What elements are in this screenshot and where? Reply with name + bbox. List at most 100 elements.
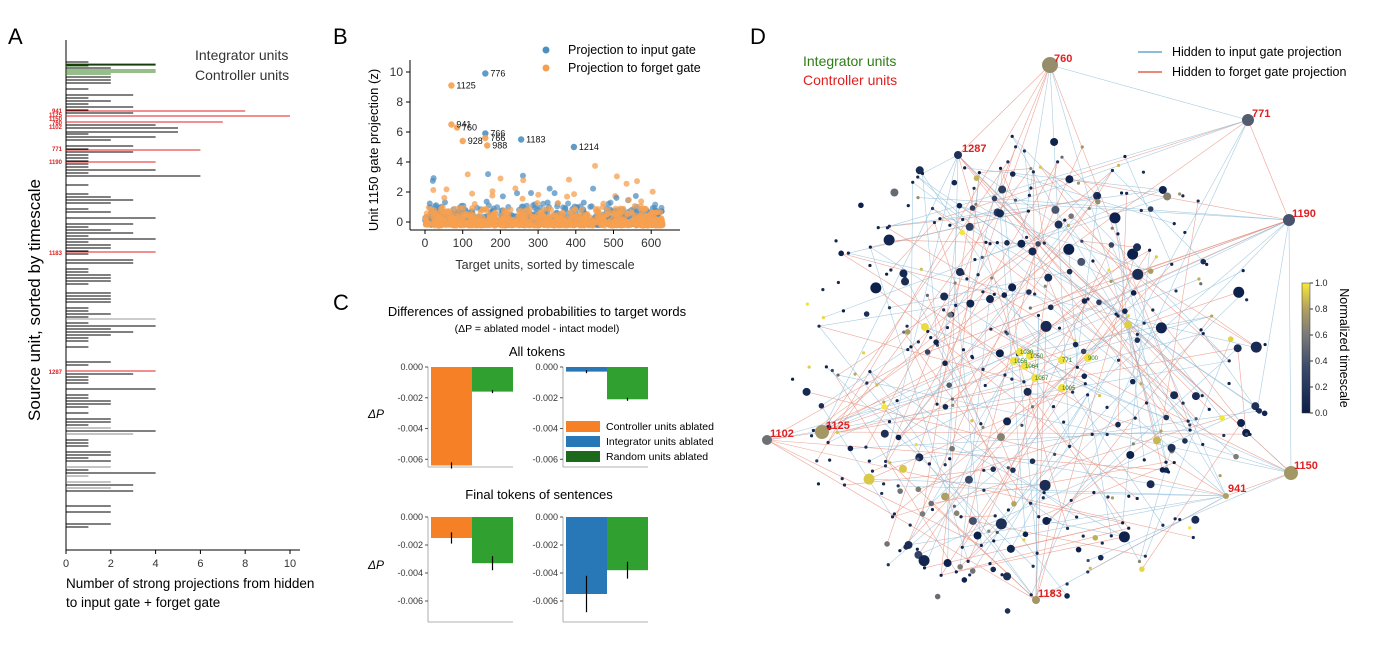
panel-d-node xyxy=(1026,289,1032,295)
panel-d-node xyxy=(1038,165,1042,169)
panel-b-extra-point xyxy=(426,200,433,207)
panel-d-forget-edge xyxy=(821,250,1150,433)
panel-d-forget-edge xyxy=(910,346,938,405)
panel-d-node xyxy=(961,348,966,352)
panel-d-node xyxy=(815,459,819,463)
panel-d-node xyxy=(1134,337,1141,343)
panel-d-integrator-label: 900 xyxy=(1088,356,1099,362)
panel-d-node xyxy=(884,541,890,547)
panel-d-node xyxy=(1126,314,1131,318)
panel-d-integrator-node xyxy=(1016,348,1024,356)
panel-d-input-edge xyxy=(959,205,1256,407)
panel-c-ytick-label: -0.004 xyxy=(532,424,558,434)
panel-d-hull-edge xyxy=(766,431,823,441)
panel-d-node xyxy=(1056,160,1060,164)
panel-d-colorbar-tick-label: 0.8 xyxy=(1315,304,1328,314)
panel-d-input-edge xyxy=(1017,315,1212,355)
panel-d-input-edge xyxy=(1021,64,1051,244)
panel-d-node xyxy=(821,287,825,292)
panel-d-node xyxy=(1063,218,1067,222)
panel-a-xlabel-2: to input gate + forget gate xyxy=(66,595,220,610)
panel-d-node xyxy=(954,303,958,307)
panel-d-colorbar-label: Normalized timescale xyxy=(1337,288,1351,408)
panel-d-forget-edge xyxy=(1081,240,1257,348)
panel-b-forget-point xyxy=(503,208,510,215)
panel-d-input-edge xyxy=(1068,249,1078,368)
panel-d-forget-edge xyxy=(961,256,1157,548)
panel-d-node xyxy=(990,276,994,280)
panel-d-forget-edge xyxy=(1040,166,1242,424)
panel-d-node xyxy=(887,306,892,310)
panel-d-node xyxy=(1173,517,1177,521)
panel-d-hull-edge xyxy=(821,154,959,433)
panel-d-node xyxy=(957,564,963,570)
panel-d-node xyxy=(1040,320,1052,332)
panel-c-ytick-label: -0.006 xyxy=(532,596,558,606)
panel-b-extra-point xyxy=(632,193,639,200)
panel-d-node xyxy=(1109,212,1121,224)
panel-d-controller-node xyxy=(815,425,829,439)
panel-d-input-edge xyxy=(908,495,1227,546)
panel-d-node xyxy=(1029,186,1033,190)
panel-d-node xyxy=(911,180,915,184)
panel-d-node xyxy=(1155,322,1167,334)
panel-d-forget-edge xyxy=(927,295,982,424)
panel-a-xticks: 0 2 4 6 8 10 xyxy=(63,550,296,570)
panel-d-input-edge xyxy=(885,154,959,462)
panel-b-labeled-point xyxy=(482,130,489,137)
panel-d-forget-edge xyxy=(841,253,995,295)
panel-d-node xyxy=(1086,570,1090,574)
panel-d-node xyxy=(1191,535,1195,540)
panel-d-node xyxy=(969,205,976,211)
panel-d-forget-edge xyxy=(766,291,1030,441)
panel-d-forget-edge xyxy=(918,269,1110,556)
panel-d-node xyxy=(1194,417,1198,421)
panel-b-extra-point xyxy=(489,188,496,195)
panel-d-node xyxy=(969,568,976,574)
panel-b-forget-point xyxy=(596,210,603,217)
panel-d-input-edge xyxy=(1088,472,1292,561)
panel-d-controller-label: 1183 xyxy=(1038,588,1062,600)
panel-d-node xyxy=(838,250,844,257)
panel-d-edges xyxy=(766,64,1292,601)
panel-d-node xyxy=(1207,407,1211,411)
panel-d-input-edge xyxy=(869,478,1046,486)
panel-d-node xyxy=(1186,419,1190,423)
panel-d-node xyxy=(1245,432,1249,436)
panel-d-input-edge xyxy=(919,170,1164,526)
panel-d-forget-edge xyxy=(837,391,1073,433)
panel-d-input-edge xyxy=(827,219,1290,428)
panel-d-label: D xyxy=(750,24,766,49)
panel-d-node xyxy=(1001,292,1008,298)
panel-d-node xyxy=(858,202,864,209)
panel-d-node xyxy=(1167,443,1176,452)
panel-b-ytick-label: 8 xyxy=(396,95,403,109)
panel-d-node xyxy=(828,458,832,462)
panel-d-node xyxy=(1181,401,1185,405)
panel-d-node xyxy=(1147,206,1154,212)
panel-d-node xyxy=(1010,467,1016,473)
panel-d-node xyxy=(1127,248,1139,260)
panel-d-forget-edge xyxy=(932,208,1175,396)
panel-b-forget-point xyxy=(581,220,588,227)
panel-b-point-label: 1183 xyxy=(526,135,545,145)
panel-d-node xyxy=(954,570,958,574)
panel-b-extra-point xyxy=(464,171,471,178)
panel-d-node xyxy=(896,484,900,488)
panel-d-node xyxy=(1080,239,1084,243)
panel-d-node xyxy=(1222,433,1226,438)
panel-d-controller-node xyxy=(954,151,962,159)
panel-b-forget-point xyxy=(490,221,497,228)
panel-b-forget-point xyxy=(457,205,464,212)
panel-d-node xyxy=(924,349,931,355)
panel-d-input-edge xyxy=(1049,64,1167,463)
panel-d-node xyxy=(881,404,888,410)
panel-c-ytick-label: -0.004 xyxy=(397,424,423,434)
panel-d-node xyxy=(1159,429,1163,433)
panel-d-input-edge xyxy=(922,154,959,174)
panel-d-forget-edge xyxy=(1038,462,1175,518)
panel-a-controller-tag: 1183 xyxy=(49,251,63,257)
panel-b-extra-point xyxy=(485,171,492,178)
